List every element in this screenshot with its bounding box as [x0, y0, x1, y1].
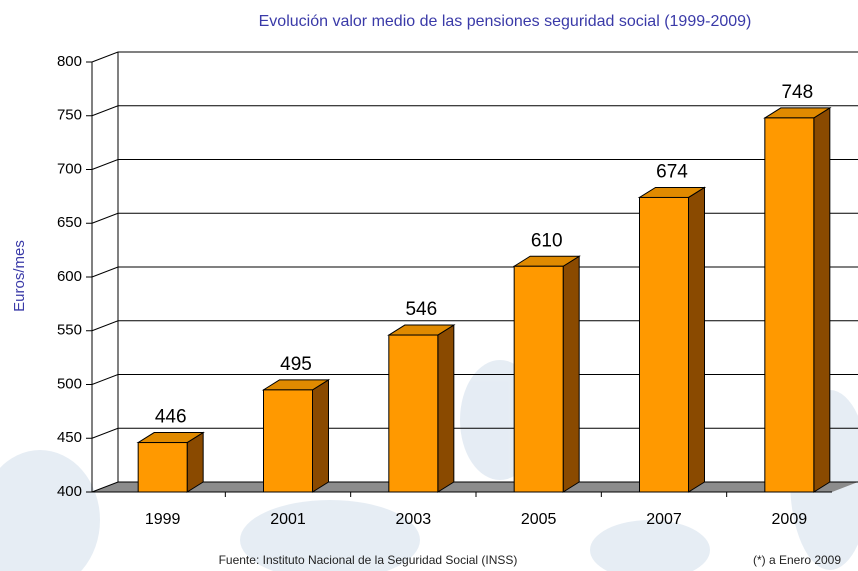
bar [765, 118, 814, 492]
grid-line [92, 52, 858, 62]
y-axis-label: Euros/mes [11, 240, 28, 312]
grid-line [92, 321, 858, 331]
x-tick-label: 2003 [396, 511, 432, 528]
bar-side [689, 187, 705, 492]
bar [138, 443, 187, 492]
y-tick-label: 450 [57, 429, 82, 446]
x-tick-label: 1999 [145, 511, 181, 528]
value-label: 495 [280, 354, 312, 375]
source-note: Fuente: Instituto Nacional de la Segurid… [219, 553, 518, 567]
value-label: 610 [531, 230, 563, 251]
bar [264, 390, 313, 492]
y-tick-label: 800 [57, 53, 82, 70]
x-tick-label: 2009 [772, 511, 808, 528]
footnote: (*) a Enero 2009 [753, 553, 841, 567]
y-tick-label: 700 [57, 160, 82, 177]
chart: Evolución valor medio de las pensiones s… [0, 0, 858, 571]
bar [640, 197, 689, 492]
value-label: 748 [781, 82, 813, 103]
bar [514, 266, 563, 492]
value-label: 546 [405, 299, 437, 320]
grid-line [92, 267, 858, 277]
bar-side [814, 108, 830, 492]
y-tick-label: 750 [57, 107, 82, 124]
bar-side [313, 380, 329, 492]
y-tick-label: 650 [57, 214, 82, 231]
y-tick-label: 500 [57, 375, 82, 392]
x-tick-label: 2001 [270, 511, 306, 528]
x-tick-label: 2005 [521, 511, 557, 528]
grid-line [92, 213, 858, 223]
x-tick-label: 2007 [646, 511, 682, 528]
y-tick-label: 600 [57, 268, 82, 285]
bar-side [438, 325, 454, 492]
value-label: 674 [656, 161, 688, 182]
bar-side [563, 256, 579, 492]
bar [389, 335, 438, 492]
floor [92, 482, 858, 492]
grid-line [92, 160, 858, 170]
chart-title: Evolución valor medio de las pensiones s… [259, 13, 752, 30]
grid-line [92, 106, 858, 116]
y-tick-label: 550 [57, 322, 82, 339]
value-label: 446 [155, 407, 187, 428]
y-tick-label: 400 [57, 483, 82, 500]
